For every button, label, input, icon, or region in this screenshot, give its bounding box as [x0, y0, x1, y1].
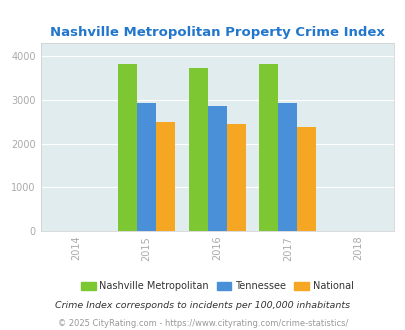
Bar	[226, 124, 245, 231]
Text: Crime Index corresponds to incidents per 100,000 inhabitants: Crime Index corresponds to incidents per…	[55, 301, 350, 310]
Bar	[278, 103, 296, 231]
Bar	[259, 64, 278, 231]
Bar	[137, 103, 156, 231]
Bar	[188, 68, 207, 231]
Text: © 2025 CityRating.com - https://www.cityrating.com/crime-statistics/: © 2025 CityRating.com - https://www.city…	[58, 319, 347, 328]
Bar	[156, 122, 175, 231]
Bar	[296, 127, 315, 231]
Title: Nashville Metropolitan Property Crime Index: Nashville Metropolitan Property Crime In…	[50, 26, 384, 39]
Legend: Nashville Metropolitan, Tennessee, National: Nashville Metropolitan, Tennessee, Natio…	[77, 277, 356, 295]
Bar	[207, 106, 226, 231]
Bar	[118, 64, 137, 231]
